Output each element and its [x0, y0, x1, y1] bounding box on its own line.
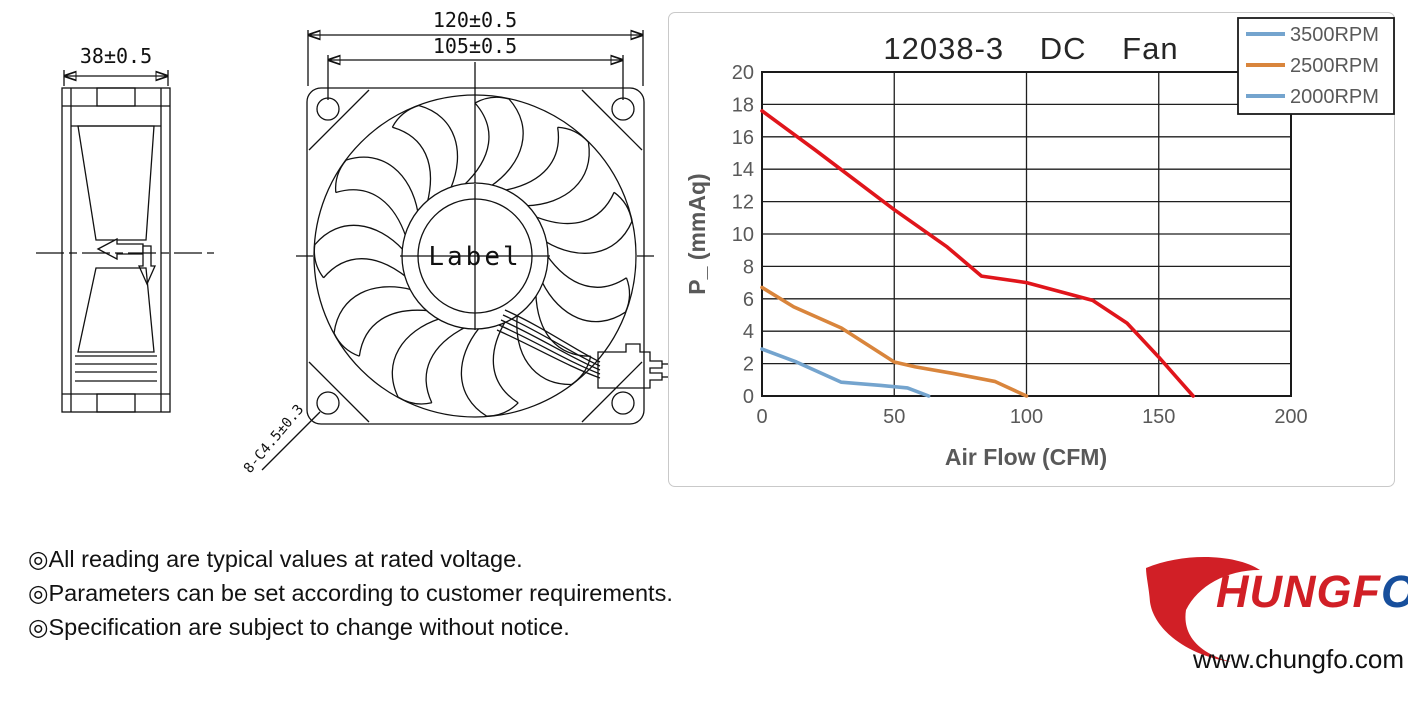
y-tick-label: 10 — [732, 224, 754, 246]
series-line-2000RPM — [760, 347, 931, 398]
y-tick-label: 6 — [743, 289, 754, 311]
x-tick-label: 100 — [1010, 406, 1043, 428]
website-url: www.chungfo.com — [1193, 644, 1404, 674]
y-tick-label: 20 — [732, 62, 754, 84]
connector — [597, 343, 663, 389]
mounting-hole — [611, 391, 635, 415]
legend-label-2000RPM: 2000RPM — [1290, 86, 1379, 108]
engineering-drawings: 38±0.5 120±0.5 105±0.5 — [36, 8, 668, 477]
y-tick-label: 12 — [732, 192, 754, 214]
mounting-hole — [316, 391, 340, 415]
logo-swoosh-icon — [1146, 556, 1260, 662]
airflow-arrow-icon — [96, 237, 144, 261]
logo-text-blue: O — [1381, 566, 1408, 617]
legend-label-2500RPM: 2500RPM — [1290, 55, 1379, 77]
chart-title: 12038-3 DC Fan — [883, 31, 1178, 66]
notes-block: ◎All reading are typical values at rated… — [28, 542, 673, 644]
mounting-hole — [611, 97, 635, 121]
front-view-drawing: 120±0.5 105±0.5 — [241, 8, 668, 477]
x-tick-label: 50 — [883, 406, 905, 428]
y-tick-label: 0 — [743, 386, 754, 408]
x-tick-label: 150 — [1142, 406, 1175, 428]
x-tick-label: 0 — [756, 406, 767, 428]
side-view-drawing: 38±0.5 — [36, 44, 214, 413]
y-tick-label: 8 — [743, 256, 754, 278]
chungfo-logo: HUNGFO www.chungfo.com — [1120, 542, 1408, 682]
x-tick-label: 200 — [1274, 406, 1307, 428]
dim-105: 105±0.5 — [433, 34, 517, 58]
logo-text-red: HUNGF — [1216, 566, 1381, 617]
y-tick-label: 14 — [732, 159, 754, 181]
y-axis-label: P_ (mmAq) — [684, 173, 710, 294]
chart-legend: 3500RPM 2500RPM 2000RPM — [1237, 17, 1395, 115]
note-line: ◎Parameters can be set according to cust… — [28, 580, 673, 606]
y-tick-label: 2 — [743, 354, 754, 376]
dim-120: 120±0.5 — [433, 8, 517, 32]
series-line-2500RPM — [760, 285, 1029, 398]
chart-curves — [760, 109, 1195, 398]
legend-label-3500RPM: 3500RPM — [1290, 24, 1379, 46]
dim-38: 38±0.5 — [80, 44, 152, 68]
rotation-arrow-icon — [137, 245, 157, 286]
x-axis-label: Air Flow (CFM) — [945, 444, 1107, 470]
hole-callout: 8-C4.5±0.3 — [241, 402, 307, 477]
lead-wires — [496, 309, 601, 379]
y-tick-label: 18 — [732, 94, 754, 116]
mounting-hole — [316, 97, 340, 121]
y-tick-label: 16 — [732, 127, 754, 149]
y-tick-label: 4 — [743, 321, 754, 343]
performance-chart-panel: 12038-3 DC Fan 0 2 4 6 8 10 12 14 16 18 20 0 50 100 15… — [668, 12, 1395, 487]
note-line: ◎All reading are typical values at rated… — [28, 546, 523, 572]
hub-label: Label — [428, 242, 521, 272]
logo-wordmark: HUNGFO — [1216, 566, 1408, 618]
note-line: ◎Specification are subject to change wit… — [28, 614, 570, 640]
series-line-3500RPM — [760, 109, 1195, 398]
